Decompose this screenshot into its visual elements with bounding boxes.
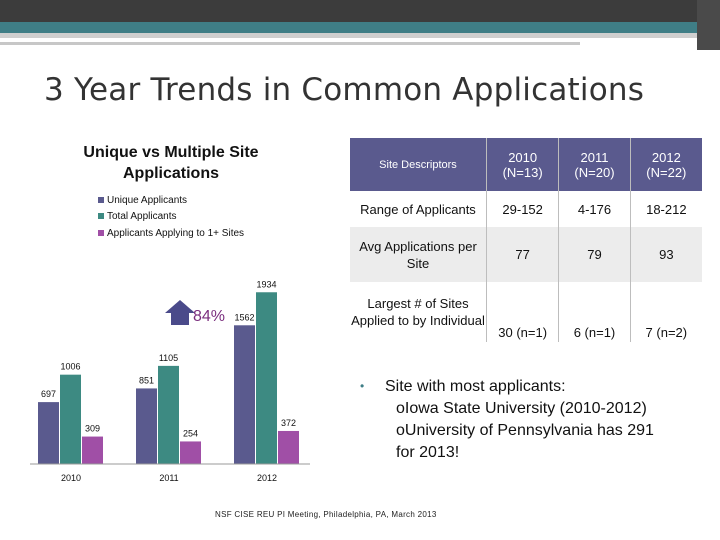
table-cell: 79 <box>558 227 631 282</box>
table-cell: Range of Applicants <box>350 191 487 227</box>
table-cell: 93 <box>629 227 702 282</box>
bar-multi-2011 <box>180 441 201 464</box>
sub-bullet-item: oUniversity of Pennsylvania has 291 <box>396 420 654 441</box>
table-cell: 18-212 <box>629 191 702 227</box>
bar-total-2011 <box>158 365 179 464</box>
table-cell: 7 (n=2) <box>629 282 702 342</box>
legend-label-unique: Unique Applicants <box>107 195 188 206</box>
growth-percent-label: 84% <box>193 308 225 325</box>
data-label-multi-2010: 309 <box>85 424 100 434</box>
data-label-total-2011: 1105 <box>159 353 178 363</box>
up-arrow-icon <box>165 300 195 325</box>
table-row: Largest # of Sites Applied to by Individ… <box>350 282 702 342</box>
table-cell: 4-176 <box>558 191 631 227</box>
sub-bullet-item: oIowa State University (2010-2012) <box>396 398 647 419</box>
x-tick-label-2011: 2011 <box>159 473 178 483</box>
table-header-cell: 2012 (N=22) <box>629 138 702 191</box>
bar-multi-2012 <box>278 430 299 464</box>
legend-swatch-multi <box>98 230 104 237</box>
slide-title: 3 Year Trends in Common Applications <box>44 72 645 108</box>
sub-bullet-text: University of Pennsylvania has 291 <box>404 422 654 439</box>
table-header-cell: 2010 (N=13) <box>485 138 559 191</box>
legend-item-multi: Applicants Applying to 1+ Sites <box>98 228 244 239</box>
footer-text: NSF CISE REU PI Meeting, Philadelphia, P… <box>215 510 437 519</box>
header-grey-band <box>0 33 720 38</box>
table-row: Avg Applications per Site 77 79 93 <box>350 227 702 282</box>
header-accent-line <box>0 42 580 45</box>
table-row: Range of Applicants 29-152 4-176 18-212 <box>350 191 702 227</box>
table-header-cell: 2011 (N=20) <box>558 138 631 191</box>
data-label-total-2010: 1006 <box>60 362 80 372</box>
data-label-multi-2012: 372 <box>281 418 296 428</box>
table-cell: 77 <box>485 227 559 282</box>
header-band <box>0 0 720 22</box>
corner-block <box>697 0 720 50</box>
table-cell: 6 (n=1) <box>558 282 631 342</box>
data-label-unique-2010: 697 <box>41 389 56 399</box>
legend-item-unique: Unique Applicants <box>98 195 187 206</box>
table-cell: Largest # of Sites Applied to by Individ… <box>350 282 487 342</box>
bullet-main: Site with most applicants: <box>385 378 566 395</box>
data-label-unique-2011: 851 <box>139 375 154 385</box>
site-descriptors-table: Site Descriptors 2010 (N=13) 2011 (N=20)… <box>350 138 702 342</box>
table-header-row: Site Descriptors 2010 (N=13) 2011 (N=20)… <box>350 138 702 191</box>
bar-total-2012 <box>256 292 277 464</box>
x-tick-label-2012: 2012 <box>257 473 277 483</box>
chart-title: Unique vs Multiple Site Applications <box>83 144 259 182</box>
legend-swatch-total <box>98 213 104 220</box>
table-cell: Avg Applications per Site <box>350 227 487 282</box>
x-tick-label-2010: 2010 <box>61 473 81 483</box>
header-teal-band <box>0 22 720 33</box>
bar-total-2010 <box>60 374 81 464</box>
table-header-cell: Site Descriptors <box>350 138 487 191</box>
data-label-multi-2011: 254 <box>183 428 198 438</box>
legend-label-total: Total Applicants <box>107 211 177 222</box>
bar-unique-2010 <box>38 402 59 464</box>
bullet-marker: • <box>360 379 365 393</box>
bar-unique-2012 <box>234 325 255 464</box>
table-cell: 30 (n=1) <box>485 282 559 342</box>
bar-multi-2010 <box>82 436 103 464</box>
data-label-total-2012: 1934 <box>256 279 276 289</box>
legend-swatch-unique <box>98 197 104 204</box>
legend-label-multi: Applicants Applying to 1+ Sites <box>107 228 245 239</box>
table-cell: 29-152 <box>485 191 559 227</box>
sub-bullet-continuation: for 2013! <box>396 444 460 461</box>
sub-bullet-marker: o <box>396 422 405 439</box>
data-label-unique-2012: 1562 <box>234 312 254 322</box>
sub-bullet-text: Iowa State University (2010-2012) <box>404 400 647 417</box>
sub-bullet-marker: o <box>396 400 405 417</box>
bar-unique-2011 <box>136 388 157 464</box>
legend-item-total: Total Applicants <box>98 211 177 222</box>
